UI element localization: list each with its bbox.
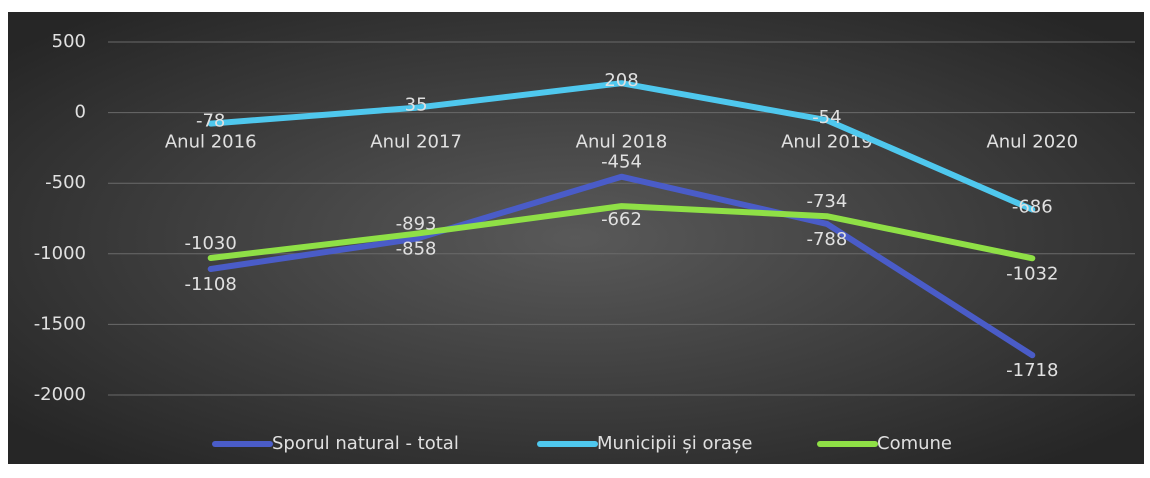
data-label: -78	[196, 111, 225, 132]
data-label: -1108	[185, 274, 237, 295]
data-label: -788	[806, 229, 847, 250]
legend-label: Municipii și orașe	[597, 433, 752, 454]
data-label: -454	[601, 152, 642, 173]
data-label: -686	[1012, 196, 1053, 217]
y-tick-label: -500	[45, 172, 86, 193]
data-label: -893	[396, 214, 437, 235]
x-tick-label: Anul 2017	[370, 132, 462, 153]
data-label: -1032	[1006, 263, 1058, 284]
y-tick-label: -2000	[34, 384, 86, 405]
legend-label: Sporul natural - total	[272, 433, 459, 454]
data-label: -54	[812, 107, 841, 128]
x-tick-label: Anul 2016	[165, 132, 257, 153]
data-label: 208	[604, 70, 638, 91]
line-series	[207, 203, 1036, 262]
y-tick-label: 0	[75, 102, 86, 123]
data-label: -858	[396, 239, 437, 260]
x-tick-label: Anul 2018	[576, 132, 668, 153]
legend-label: Comune	[877, 433, 952, 454]
x-tick-label: Anul 2019	[781, 132, 873, 153]
y-tick-label: -1000	[34, 243, 86, 264]
data-label: -662	[601, 209, 642, 230]
line-series	[207, 173, 1036, 359]
data-label: -1030	[185, 233, 237, 254]
y-tick-label: 500	[52, 31, 86, 52]
y-tick-label: -1500	[34, 313, 86, 334]
data-label: -1718	[1006, 360, 1058, 381]
data-label: -734	[806, 191, 847, 212]
line-series	[207, 80, 1036, 213]
data-label: 35	[405, 95, 428, 116]
chart-background	[8, 12, 1144, 464]
x-tick-label: Anul 2020	[986, 132, 1078, 153]
